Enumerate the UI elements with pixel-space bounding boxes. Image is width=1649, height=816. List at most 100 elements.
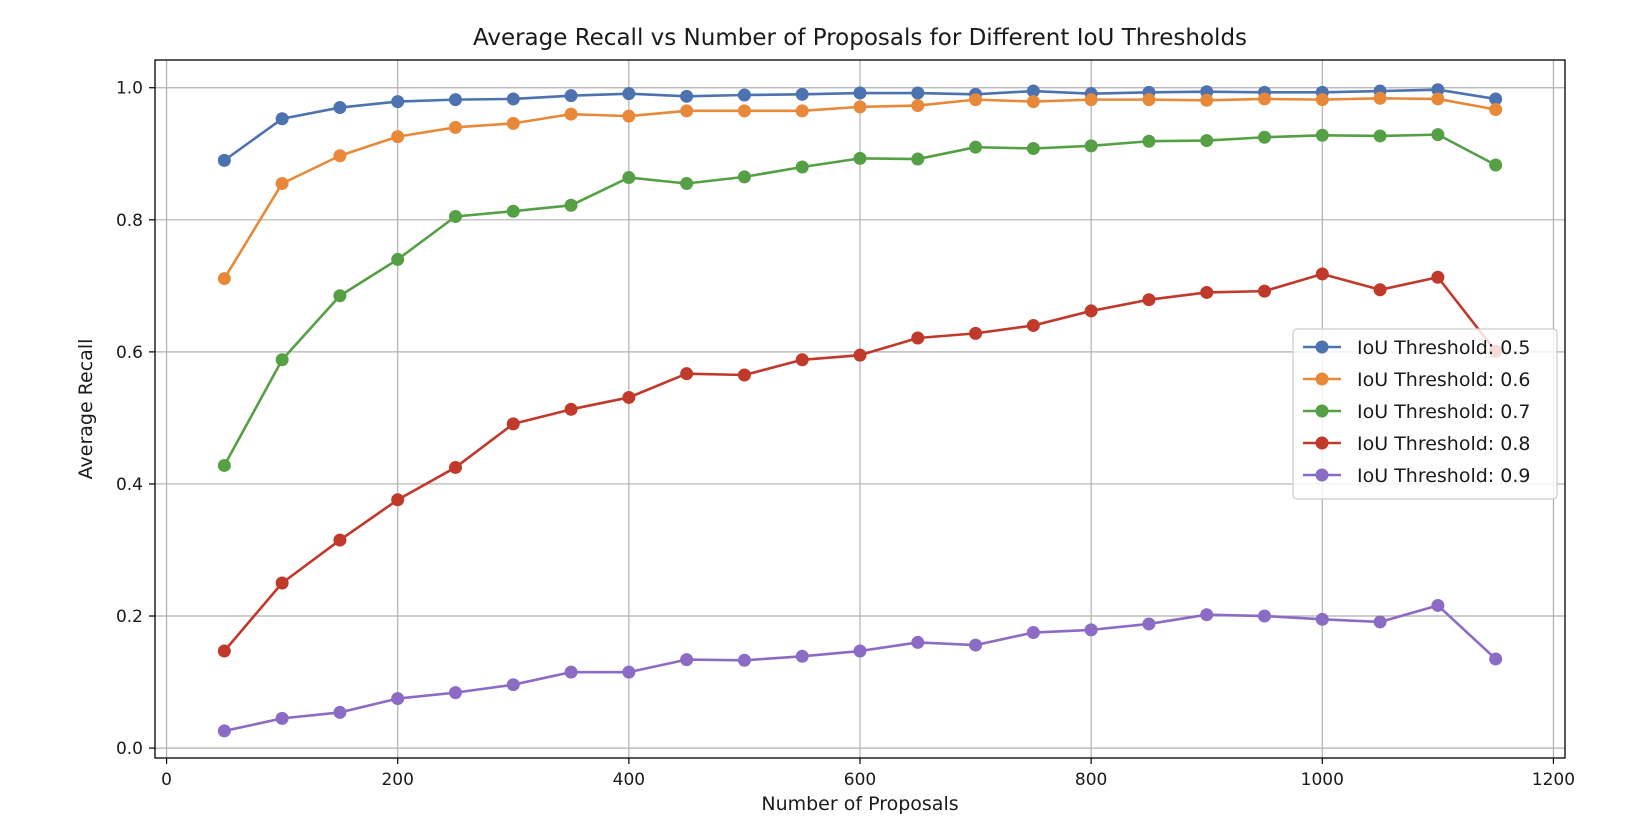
- data-point: [506, 116, 520, 130]
- data-point: [1489, 652, 1503, 666]
- data-point: [333, 101, 347, 115]
- data-point: [217, 272, 231, 286]
- data-point: [622, 109, 636, 123]
- series-2: [217, 91, 1503, 286]
- data-point: [333, 149, 347, 163]
- data-point: [795, 160, 809, 174]
- legend: IoU Threshold: 0.5 IoU Threshold: 0.6 IoU …: [1292, 328, 1558, 500]
- x-tick-label: 1000: [1301, 770, 1344, 790]
- legend-label: IoU Threshold: 0.9: [1357, 465, 1530, 487]
- data-point: [622, 665, 636, 679]
- legend-marker: [1315, 340, 1329, 354]
- series-5: [217, 598, 1503, 738]
- data-point: [737, 653, 751, 667]
- data-point: [853, 348, 867, 362]
- data-point: [1373, 615, 1387, 629]
- y-tick-label: 0.2: [116, 607, 143, 627]
- y-tick-label: 0.6: [116, 343, 143, 363]
- data-point: [1200, 93, 1214, 107]
- data-point: [1026, 141, 1040, 155]
- data-point: [969, 93, 983, 107]
- data-point: [1373, 91, 1387, 105]
- x-tick-label: 400: [613, 770, 645, 790]
- data-point: [969, 140, 983, 154]
- data-point: [969, 326, 983, 340]
- chart-title: Average Recall vs Number of Proposals fo…: [473, 25, 1247, 51]
- legend-item: IoU Threshold: 0.7: [1303, 401, 1530, 423]
- data-point: [275, 353, 289, 367]
- data-point: [1200, 608, 1214, 622]
- data-point: [275, 711, 289, 725]
- data-point: [1431, 83, 1445, 97]
- data-point: [1142, 134, 1156, 148]
- data-point: [1489, 158, 1503, 172]
- x-axis-label: Number of Proposals: [761, 793, 958, 815]
- data-point: [795, 104, 809, 118]
- y-tick-label: 0.4: [116, 475, 143, 495]
- data-point: [737, 88, 751, 102]
- data-point: [622, 171, 636, 185]
- legend-item: IoU Threshold: 0.6: [1303, 369, 1530, 391]
- data-point: [1489, 103, 1503, 117]
- legend-marker: [1315, 372, 1329, 386]
- data-point: [1200, 285, 1214, 299]
- data-point: [737, 104, 751, 118]
- data-point: [1258, 284, 1272, 298]
- data-point: [391, 252, 405, 266]
- data-point: [1200, 134, 1214, 148]
- ticks: 0 200 400 600 800 1000 1200 0.0 0.2 0.4 0.6 0.8 1.0: [116, 79, 1575, 790]
- data-point: [911, 331, 925, 345]
- legend-label: IoU Threshold: 0.7: [1357, 401, 1530, 423]
- data-point: [969, 638, 983, 652]
- data-point: [911, 152, 925, 166]
- data-point: [737, 368, 751, 382]
- data-point: [217, 458, 231, 472]
- data-point: [448, 210, 462, 224]
- data-point: [448, 460, 462, 474]
- data-point: [391, 692, 405, 706]
- data-point: [680, 653, 694, 667]
- data-point: [1315, 128, 1329, 142]
- data-point: [1142, 293, 1156, 307]
- data-point: [1026, 95, 1040, 109]
- data-point: [1258, 130, 1272, 144]
- data-point: [853, 86, 867, 100]
- data-point: [1026, 318, 1040, 332]
- y-tick-label: 0.0: [116, 739, 143, 759]
- data-point: [333, 289, 347, 303]
- data-point: [448, 686, 462, 700]
- data-point: [275, 576, 289, 590]
- legend-marker: [1315, 436, 1329, 450]
- data-point: [1315, 93, 1329, 107]
- data-point: [853, 644, 867, 658]
- legend-box: [1292, 328, 1558, 500]
- data-point: [391, 130, 405, 144]
- data-point: [622, 87, 636, 101]
- data-point: [391, 493, 405, 507]
- data-point: [333, 705, 347, 719]
- data-point: [795, 353, 809, 367]
- data-point: [448, 120, 462, 134]
- data-point: [1431, 270, 1445, 284]
- x-tick-label: 800: [1075, 770, 1107, 790]
- data-point: [1026, 626, 1040, 640]
- data-point: [911, 635, 925, 649]
- legend-label: IoU Threshold: 0.8: [1357, 433, 1530, 455]
- data-point: [680, 89, 694, 103]
- data-point: [564, 198, 578, 212]
- data-point: [1084, 93, 1098, 107]
- data-point: [1142, 93, 1156, 107]
- legend-marker: [1315, 404, 1329, 418]
- data-point: [506, 678, 520, 692]
- y-axis-label: Average Recall: [75, 339, 97, 480]
- data-point: [217, 644, 231, 658]
- x-tick-label: 0: [161, 770, 172, 790]
- series-3: [217, 128, 1503, 472]
- data-point: [853, 151, 867, 165]
- data-point: [275, 176, 289, 190]
- data-point: [448, 93, 462, 107]
- data-point: [1431, 598, 1445, 612]
- legend-item: IoU Threshold: 0.8: [1303, 433, 1530, 455]
- data-point: [1431, 92, 1445, 106]
